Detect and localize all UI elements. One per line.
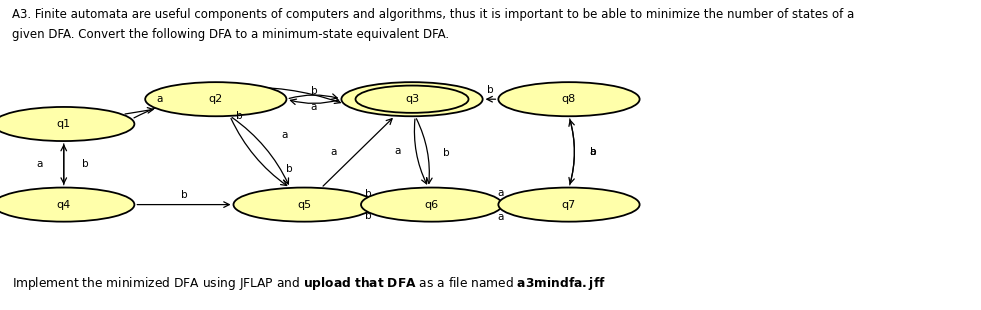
Text: b: b xyxy=(82,159,88,169)
Text: b: b xyxy=(590,147,596,157)
Text: q4: q4 xyxy=(57,200,71,210)
Text: b: b xyxy=(365,210,371,221)
Ellipse shape xyxy=(341,82,483,116)
Text: q3: q3 xyxy=(405,94,419,104)
Text: Implement the minimized DFA using JFLAP and $\mathbf{upload\ that\ DFA}$ as a fi: Implement the minimized DFA using JFLAP … xyxy=(12,275,606,292)
Text: b: b xyxy=(488,85,493,95)
Text: b: b xyxy=(181,190,187,200)
Text: a: a xyxy=(590,147,596,157)
Text: a: a xyxy=(311,103,317,113)
Ellipse shape xyxy=(0,188,134,222)
Ellipse shape xyxy=(498,188,640,222)
Text: b: b xyxy=(285,163,292,174)
Text: a: a xyxy=(497,188,503,197)
Ellipse shape xyxy=(145,82,286,116)
Text: a: a xyxy=(156,94,163,104)
Text: q6: q6 xyxy=(425,200,439,210)
Text: a: a xyxy=(497,212,503,222)
Text: A3. Finite automata are useful components of computers and algorithms, thus it i: A3. Finite automata are useful component… xyxy=(12,8,854,21)
Text: b: b xyxy=(311,86,317,96)
Text: b: b xyxy=(365,188,371,199)
Text: a: a xyxy=(394,146,401,156)
Text: q7: q7 xyxy=(562,200,576,210)
Text: q5: q5 xyxy=(297,200,311,210)
Text: q8: q8 xyxy=(562,94,576,104)
Ellipse shape xyxy=(498,82,640,116)
Ellipse shape xyxy=(361,188,502,222)
Text: b: b xyxy=(236,111,243,122)
Text: given DFA. Convert the following DFA to a minimum-state equivalent DFA.: given DFA. Convert the following DFA to … xyxy=(12,28,449,41)
Text: a: a xyxy=(331,147,336,157)
Text: b: b xyxy=(442,148,449,158)
Text: q2: q2 xyxy=(209,94,223,104)
Ellipse shape xyxy=(0,107,134,141)
Text: a: a xyxy=(282,130,287,140)
Ellipse shape xyxy=(233,188,375,222)
Text: q1: q1 xyxy=(57,119,71,129)
Text: a: a xyxy=(36,159,42,169)
